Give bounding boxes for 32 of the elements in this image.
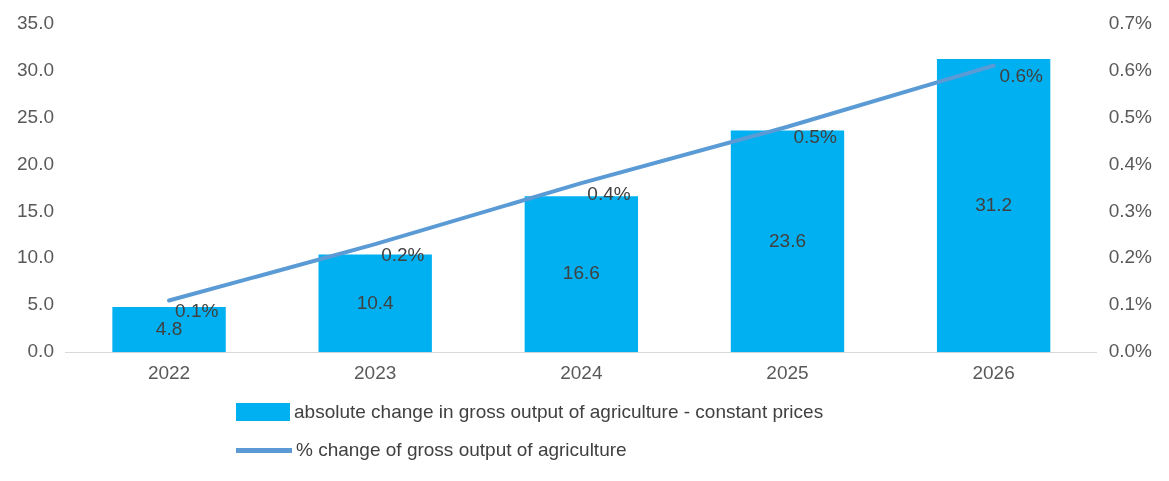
y-tick-label: 20.0 [17,152,54,174]
y-tick-label: 15.0 [17,199,54,221]
data-label: 0.6% [999,65,1044,87]
y-tick-label: 5.0 [27,293,54,315]
y2-tick-label: 0.6% [1108,58,1153,80]
legend-label: absolute change in gross output of agriculture - constant prices [294,401,824,423]
y2-tick-label: 0.0% [1108,340,1153,362]
y-tick-label: 25.0 [17,105,54,127]
x-tick-label: 2026 [972,361,1015,383]
data-label: 4.8 [155,317,183,339]
y2-tick-label: 0.2% [1108,246,1153,268]
x-tick-label: 2023 [354,361,397,383]
y2-tick-label: 0.4% [1108,152,1153,174]
bar [730,130,845,353]
legend-label: % change of gross output of agriculture [296,439,627,461]
bar [936,59,1051,353]
y2-tick-label: 0.3% [1108,199,1153,221]
y2-tick-label: 0.7% [1108,11,1153,33]
data-label: 10.4 [356,291,395,313]
y-tick-label: 30.0 [17,58,54,80]
data-label: 23.6 [768,229,806,251]
y-tick-label: 0.0 [27,340,54,362]
data-label: 31.2 [975,193,1013,215]
data-label: 16.6 [562,262,600,284]
x-tick-label: 2022 [147,361,191,383]
y-tick-label: 35.0 [17,11,54,33]
y-tick-label: 10.0 [17,246,54,268]
y2-tick-label: 0.1% [1108,293,1153,315]
x-tick-label: 2025 [766,361,809,383]
data-label: 0.5% [793,126,837,148]
y2-tick-label: 0.5% [1108,105,1153,127]
x-tick-label: 2024 [560,361,603,383]
